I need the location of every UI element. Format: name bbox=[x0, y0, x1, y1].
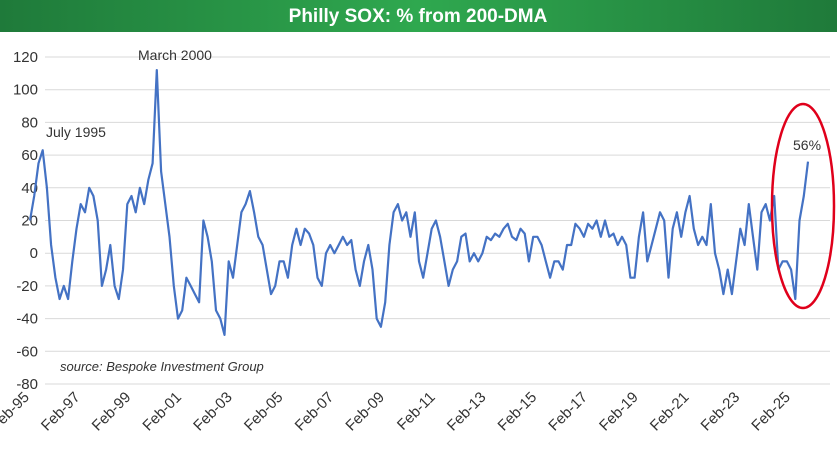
title-bar bbox=[0, 0, 837, 32]
x-tick-label: Feb-03 bbox=[190, 389, 236, 435]
y-tick-label: 120 bbox=[13, 49, 38, 66]
x-tick-label: Feb-15 bbox=[495, 389, 541, 435]
y-tick-label: 0 bbox=[30, 245, 38, 262]
x-tick-label: Feb-97 bbox=[38, 389, 84, 435]
x-tick-label: Feb-99 bbox=[89, 389, 135, 435]
y-tick-label: 60 bbox=[21, 147, 38, 164]
x-tick-label: Feb-07 bbox=[292, 389, 338, 435]
x-tick-label: Feb-23 bbox=[698, 389, 744, 435]
y-tick-label: 20 bbox=[21, 213, 38, 230]
x-tick-label: Feb-11 bbox=[394, 389, 439, 434]
x-tick-label: Feb-25 bbox=[748, 389, 794, 435]
y-tick-label: 80 bbox=[21, 114, 38, 131]
x-tick-label: Feb-95 bbox=[0, 389, 33, 435]
x-tick-label: Feb-21 bbox=[647, 389, 693, 435]
annotation: 56% bbox=[793, 137, 821, 153]
y-tick-label: -60 bbox=[16, 343, 38, 360]
source-note: source: Bespoke Investment Group bbox=[60, 359, 264, 374]
y-tick-label: -40 bbox=[16, 311, 38, 328]
x-tick-label: Feb-09 bbox=[342, 389, 388, 435]
x-tick-label: Feb-13 bbox=[444, 389, 490, 435]
x-tick-label: Feb-17 bbox=[545, 389, 591, 435]
x-tick-label: Feb-19 bbox=[596, 389, 642, 435]
x-tick-label: Feb-05 bbox=[241, 389, 287, 435]
highlight-ellipse bbox=[770, 102, 836, 310]
annotation: March 2000 bbox=[138, 47, 212, 63]
chart-title: Philly SOX: % from 200-DMA bbox=[289, 6, 548, 27]
y-tick-label: 100 bbox=[13, 82, 38, 99]
y-tick-label: -80 bbox=[16, 376, 38, 393]
x-tick-label: Feb-01 bbox=[139, 389, 185, 435]
data-line bbox=[28, 69, 810, 336]
y-tick-label: -20 bbox=[16, 278, 38, 295]
annotation: July 1995 bbox=[46, 124, 106, 140]
